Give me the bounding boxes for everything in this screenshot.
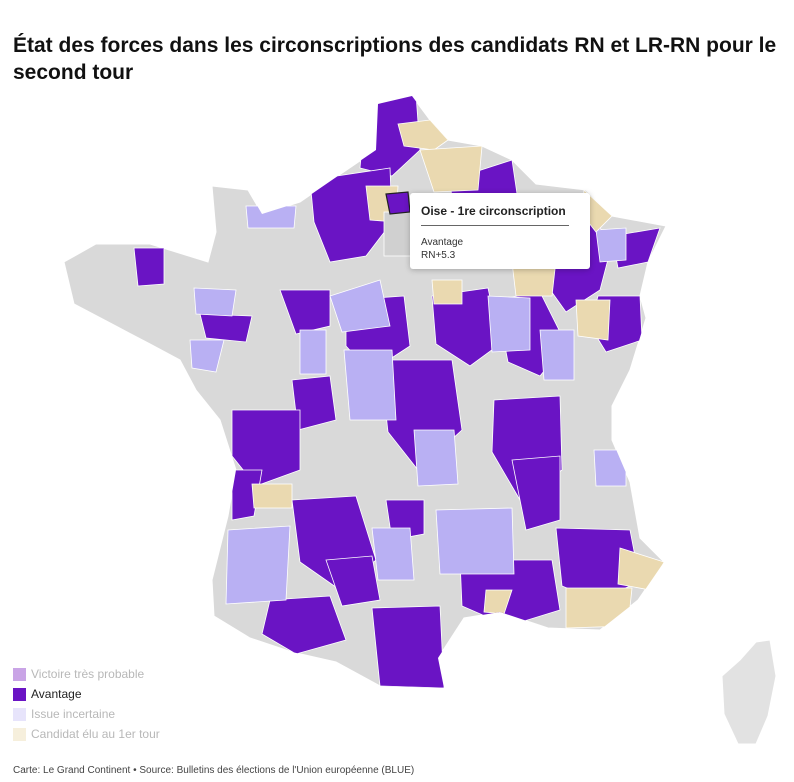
legend-label: Victoire très probable — [31, 667, 145, 681]
legend-swatch — [13, 727, 26, 741]
legend-swatch — [13, 667, 26, 681]
incertaine-regions — [189, 205, 627, 605]
source-footer: Carte: Le Grand Continent • Source: Bull… — [13, 765, 415, 776]
legend-label: Issue incertaine — [31, 707, 116, 721]
map-tooltip: Oise - 1re circonscription Avantage RN+5… — [410, 193, 590, 269]
legend-swatch — [13, 687, 26, 701]
map-title: État des forces dans les circonscription… — [13, 34, 777, 84]
tooltip-value: RN+5.3 — [421, 250, 456, 261]
legend-item-incertaine[interactable]: Issue incertaine — [13, 704, 160, 724]
map-legend: Victoire très probable Avantage Issue in… — [13, 664, 160, 744]
tooltip-status: Avantage — [421, 237, 464, 248]
legend-swatch — [13, 707, 26, 721]
legend-label: Avantage — [31, 687, 82, 701]
oise-1re-circonscription[interactable] — [385, 191, 411, 215]
legend-item-elu[interactable]: Candidat élu au 1er tour — [13, 724, 160, 744]
legend-item-victoire[interactable]: Victoire très probable — [13, 664, 160, 684]
legend-label: Candidat élu au 1er tour — [31, 727, 160, 741]
legend-item-avantage[interactable]: Avantage — [13, 684, 160, 704]
corse — [721, 639, 777, 745]
tooltip-title: Oise - 1re circonscription — [421, 204, 566, 218]
tooltip-divider — [421, 225, 569, 226]
